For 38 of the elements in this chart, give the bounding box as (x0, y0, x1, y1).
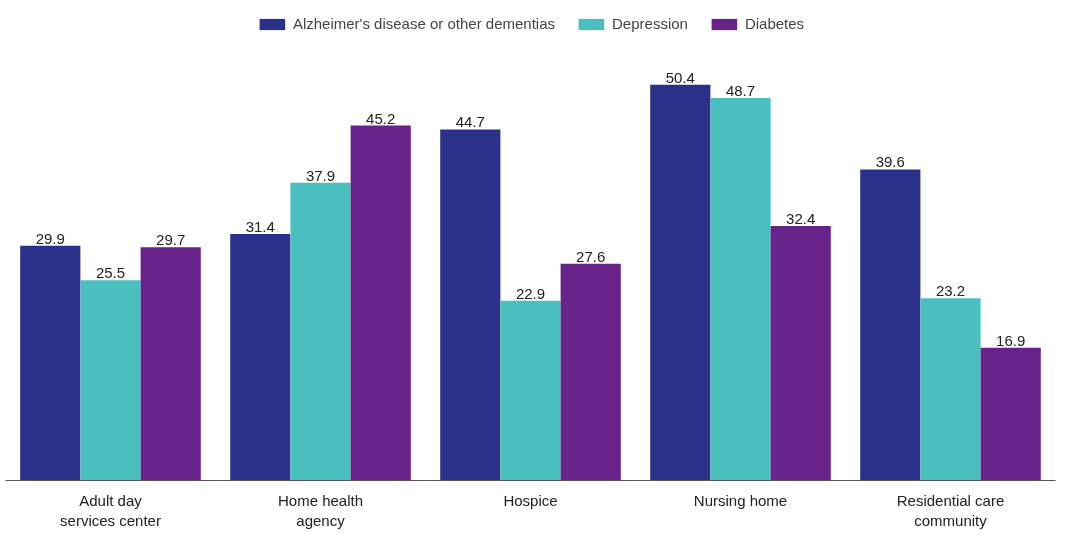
data-label: 25.5 (95, 264, 126, 282)
data-label: 50.4 (665, 68, 695, 86)
data-label: 22.9 (515, 284, 546, 302)
bar (560, 263, 621, 481)
x-tick-label: Nursing home (693, 491, 788, 509)
legend-label: Diabetes (744, 15, 805, 32)
x-tick-label: Adult day services center (60, 491, 161, 529)
data-label: 29.7 (156, 231, 186, 249)
bar (140, 247, 201, 481)
bar (920, 298, 981, 481)
data-label: 45.2 (366, 109, 396, 127)
bar (710, 98, 771, 481)
x-tick-label: Residential care community (896, 491, 1005, 529)
data-label: 32.4 (786, 210, 816, 228)
bar (500, 300, 561, 481)
data-label: 44.7 (455, 113, 485, 131)
bar (80, 280, 141, 481)
x-tick-label: Home health agency (277, 491, 364, 529)
bar (770, 226, 831, 481)
data-label: 39.6 (875, 153, 905, 171)
data-label: 37.9 (305, 166, 336, 184)
x-tick-label: Hospice (503, 491, 558, 509)
data-label: 23.2 (935, 282, 966, 300)
bar (350, 125, 411, 481)
bar (650, 84, 711, 481)
data-label: 48.7 (725, 82, 756, 100)
bar (440, 129, 501, 481)
data-label: 16.9 (996, 331, 1026, 349)
data-label: 27.6 (576, 247, 606, 265)
data-label: 31.4 (245, 217, 275, 235)
data-label: 29.9 (35, 229, 65, 247)
bar (20, 245, 81, 481)
bar (980, 347, 1041, 481)
bar (860, 169, 921, 481)
legend-label: Alzheimer's disease or other dementias (292, 15, 556, 32)
legend-label: Depression (612, 15, 688, 32)
bar (290, 182, 351, 481)
bar (230, 233, 291, 481)
